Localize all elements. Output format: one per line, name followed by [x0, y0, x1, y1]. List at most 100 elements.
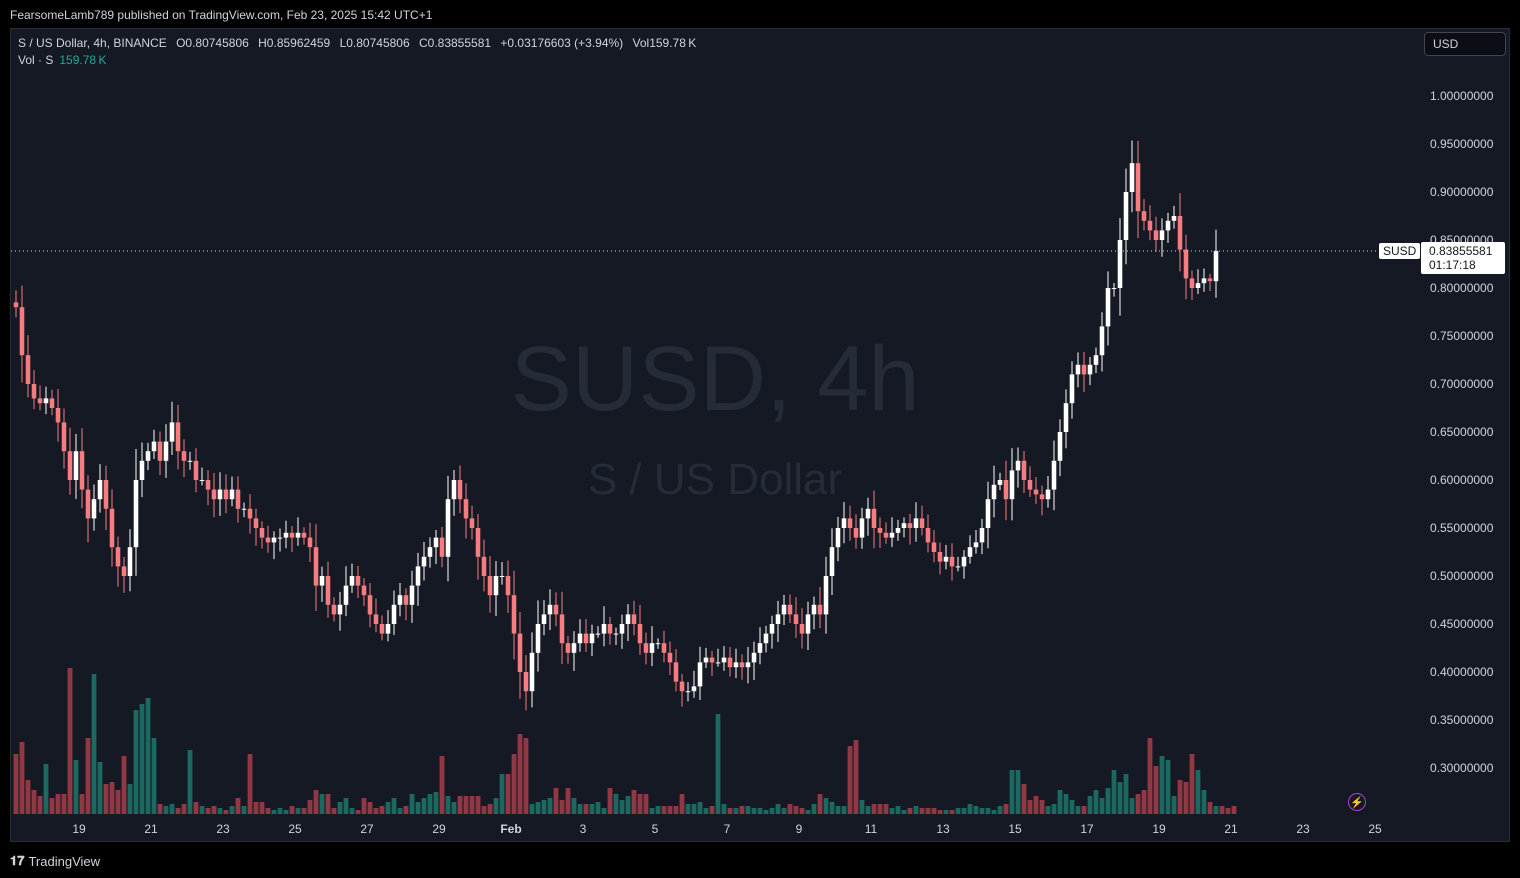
candle-body	[889, 532, 895, 538]
volume-bar	[1015, 770, 1021, 814]
candle-body	[625, 614, 631, 624]
candle-body	[925, 528, 931, 543]
volume-bar	[403, 806, 409, 814]
volume-bar	[331, 808, 337, 814]
volume-bar	[37, 796, 43, 814]
volume-bar	[1069, 800, 1075, 814]
candle-body	[745, 662, 751, 668]
x-tick-label: 17	[1080, 822, 1094, 836]
candle-body	[565, 643, 571, 653]
volume-bar	[457, 796, 463, 814]
lightning-icon[interactable]: ⚡	[1348, 793, 1366, 811]
candle-body	[559, 614, 565, 644]
volume-bar	[85, 738, 91, 814]
volume-bar	[307, 800, 313, 814]
candle-body	[715, 662, 721, 664]
candle-body	[1003, 480, 1009, 500]
volume-bar	[487, 804, 493, 814]
currency-selector[interactable]: USD	[1424, 32, 1506, 56]
volume-bar	[481, 806, 487, 814]
y-tick-label: 0.75000000	[1430, 329, 1494, 343]
candle-body	[475, 528, 481, 557]
volume-bar	[409, 794, 415, 814]
candle-body	[505, 576, 511, 596]
volume-bar	[697, 802, 703, 814]
candle-body	[181, 451, 187, 461]
candle-body	[901, 523, 907, 528]
candle-body	[1147, 220, 1153, 231]
volume-bar	[877, 804, 883, 814]
volume-bar	[865, 806, 871, 814]
volume-bar	[1189, 754, 1195, 814]
volume-bar	[1081, 806, 1087, 814]
candle-body	[931, 542, 937, 552]
candle-body	[1135, 163, 1141, 212]
candle-body	[487, 576, 493, 596]
candle-body	[451, 480, 457, 500]
candle-body	[1165, 220, 1171, 231]
candle-body	[439, 537, 445, 557]
symbol-title[interactable]: S / US Dollar, 4h, BINANCE	[18, 36, 167, 50]
volume-bar	[1099, 798, 1105, 814]
volume-bar	[1201, 790, 1207, 814]
volume-bar	[49, 798, 55, 814]
candle-body	[691, 686, 697, 692]
volume-bar	[385, 802, 391, 814]
volume-bar	[379, 806, 385, 814]
volume-bar	[367, 802, 373, 814]
volume-bar	[109, 782, 115, 814]
volume-bar	[553, 788, 559, 814]
candle-body	[973, 542, 979, 548]
chart-panel[interactable]	[10, 28, 1510, 842]
candle-body	[943, 556, 949, 562]
volume-bar	[43, 764, 49, 814]
y-tick-label: 0.90000000	[1430, 185, 1494, 199]
candle-body	[799, 624, 805, 634]
candle-body	[283, 532, 289, 538]
volume-bar	[1009, 770, 1015, 814]
candle-body	[1213, 250, 1219, 282]
candle-body	[1177, 216, 1183, 250]
x-tick-label: 25	[1368, 822, 1382, 836]
volume-bar	[127, 784, 133, 814]
candle-body	[277, 537, 283, 539]
volume-bar	[751, 808, 757, 814]
candle-body	[865, 508, 871, 519]
candle-body	[859, 518, 865, 538]
tradingview-logo[interactable]: 𝟏𝟕 TradingView	[10, 853, 100, 869]
volume-bar	[1075, 806, 1081, 814]
candle-body	[1039, 494, 1045, 500]
volume-bar	[1195, 770, 1201, 814]
candle-body	[247, 508, 253, 519]
candle-body	[769, 624, 775, 634]
candle-body	[409, 585, 415, 605]
watermark-name: S / US Dollar	[588, 455, 842, 504]
footer-bar	[0, 842, 1520, 878]
candle-body	[253, 518, 259, 528]
volume-bar	[301, 808, 307, 814]
candle-body	[763, 633, 769, 644]
candle-body	[109, 508, 115, 548]
y-tick-label: 0.60000000	[1430, 473, 1494, 487]
volume-bar	[511, 754, 517, 814]
volume-bar	[19, 742, 25, 814]
candle-body	[199, 480, 205, 481]
candle-body	[235, 489, 241, 509]
volume-bar	[55, 794, 61, 814]
volume-bar	[133, 710, 139, 814]
volume-bar	[469, 796, 475, 814]
volume-bar	[859, 800, 865, 814]
candle-body	[259, 528, 265, 538]
x-tick-label: 27	[360, 822, 374, 836]
volume-bar	[427, 794, 433, 814]
volume-bar	[1225, 808, 1231, 814]
volume-bar	[265, 808, 271, 814]
candle-body	[271, 537, 277, 543]
candle-body	[847, 518, 853, 528]
volume-bar	[349, 808, 355, 814]
volume-bar	[721, 804, 727, 814]
volume-label[interactable]: Vol · S	[18, 53, 54, 67]
candle-body	[787, 604, 793, 615]
x-tick-label: 5	[652, 822, 659, 836]
